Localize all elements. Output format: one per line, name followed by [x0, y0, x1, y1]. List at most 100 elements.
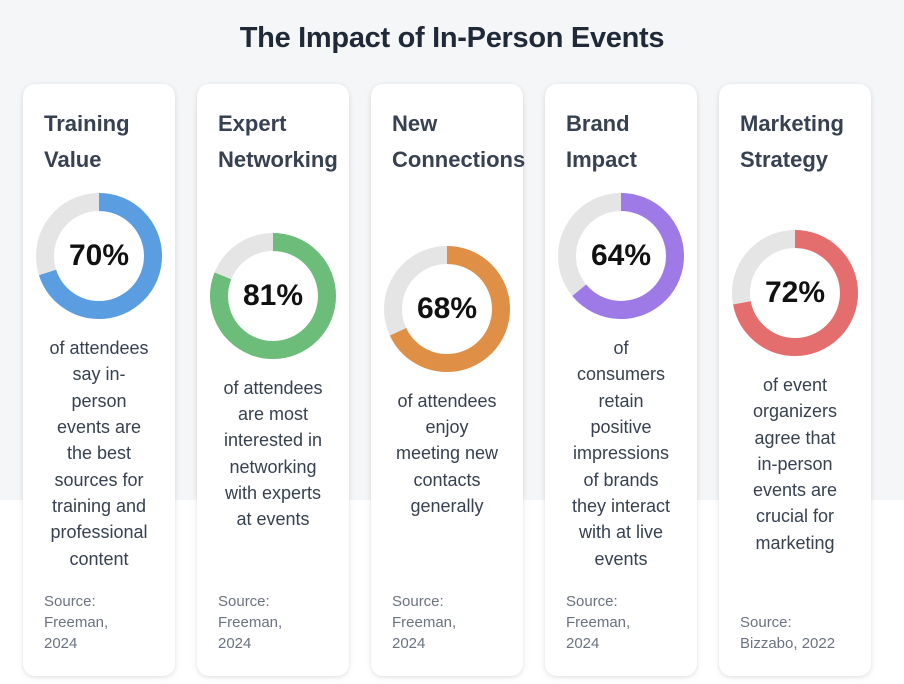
stat-description-line: interested in: [223, 430, 323, 451]
stat-description-line: of attendees: [223, 377, 323, 398]
card-title-line: Impact: [566, 147, 637, 172]
source-citation: Source: Bizzabo, 2022: [719, 612, 871, 676]
card-title-line: Networking: [218, 147, 338, 172]
source-line: 2024: [218, 635, 252, 652]
donut-chart: 70%: [34, 191, 164, 321]
donut-svg: [210, 232, 336, 359]
source-line: Source:: [44, 593, 96, 610]
stat-description-line: of attendees: [49, 338, 149, 359]
source-citation: Source: Freeman, 2024: [23, 591, 175, 676]
card-title-line: Strategy: [740, 147, 829, 172]
donut-value-label: 81%: [242, 278, 304, 312]
stat-description: of consumers retain positive impressions of b…: [572, 335, 670, 572]
stat-description-line: are most: [237, 403, 309, 424]
card-body: 72% of event organizers agree that in-person…: [719, 178, 871, 606]
donut-chart: 68%: [382, 244, 512, 374]
donut-svg: [558, 193, 684, 320]
stat-description: of attendees say in-person events are the b…: [49, 335, 148, 572]
stat-description-line: impressions: [572, 443, 670, 464]
source-line: Freeman,: [218, 614, 283, 631]
donut-value-arc: [384, 245, 510, 372]
stat-description-line: crucial for: [755, 506, 835, 527]
stat-description-line: in-person: [757, 453, 833, 474]
stat-description-line: with experts: [224, 482, 322, 503]
donut-value-label: 72%: [764, 275, 826, 309]
stat-description-line: retain: [598, 390, 644, 411]
stat-description-line: content: [69, 548, 129, 569]
source-line: Freeman,: [44, 614, 109, 631]
donut-svg: [384, 245, 510, 372]
stat-description: of attendees are most interested in network…: [223, 375, 322, 533]
card-title-line: Value: [44, 147, 102, 172]
donut-chart: 81%: [208, 231, 338, 361]
stat-description-line: generally: [410, 495, 484, 516]
page-title: The Impact of In-Person Events: [239, 22, 665, 54]
stat-description-line: positive: [590, 417, 652, 438]
source-line: Bizzabo, 2022: [740, 635, 836, 652]
stat-description-line: marketing: [755, 532, 835, 553]
stat-description-line: consumers: [576, 364, 666, 385]
source-line: Freeman,: [566, 614, 631, 631]
stat-card: Brand Impact 64% of consumers retain positive i…: [545, 84, 697, 676]
stat-description-line: events are: [56, 417, 142, 438]
stat-card: New Connections 68% of attendees enjoy meetin…: [371, 84, 526, 676]
donut-value-label: 64%: [590, 239, 652, 273]
source-line: Source:: [740, 614, 792, 631]
stat-description-line: agree that: [754, 427, 836, 448]
stat-description-line: sources for: [54, 469, 144, 490]
stat-description-line: of: [613, 338, 629, 359]
stat-card: Marketing Strategy 72% of event organizers ag…: [719, 84, 871, 676]
stat-cards: Training Value 70% of attendees say in-perso…: [23, 84, 875, 678]
stat-description: of event organizers agree that in-person eve…: [753, 372, 837, 556]
card-body: 81% of attendees are most interested in netw…: [197, 178, 349, 585]
card-title-line: Marketing: [740, 111, 844, 136]
stat-description-line: training and: [51, 495, 147, 516]
source-line: 2024: [392, 635, 426, 652]
donut-value-arc: [36, 193, 162, 320]
card-title: Expert Networking: [197, 106, 349, 178]
donut-svg: [36, 193, 162, 320]
stat-description-line: professional: [50, 522, 148, 543]
card-title-line: Training: [44, 111, 130, 136]
stat-description-line: events: [594, 548, 648, 569]
stat-description-line: person: [71, 390, 127, 411]
source-line: Source:: [218, 593, 270, 610]
card-title-line: New: [392, 111, 438, 136]
donut-value-label: 70%: [68, 239, 130, 273]
donut-value-label: 68%: [416, 291, 478, 325]
stat-description-line: the best: [66, 443, 132, 464]
stat-description-line: they interact: [571, 495, 671, 516]
stat-description-line: events are: [752, 480, 838, 501]
stat-description-line: of attendees: [397, 390, 497, 411]
stat-description-line: of brands: [583, 469, 659, 490]
donut-chart: 72%: [730, 228, 860, 358]
card-title: New Connections: [371, 106, 526, 178]
card-title: Marketing Strategy: [719, 106, 871, 178]
card-body: 70% of attendees say in-person events are th…: [23, 178, 175, 585]
donut-svg: [732, 229, 858, 356]
source-line: Source:: [392, 593, 444, 610]
card-title: Brand Impact: [545, 106, 697, 178]
stat-description: of attendees enjoy meeting new contacts gene…: [396, 388, 498, 519]
card-title: Training Value: [23, 106, 175, 178]
source-line: Freeman,: [392, 614, 457, 631]
stat-description-line: at events: [236, 509, 310, 530]
donut-value-arc: [558, 193, 684, 320]
card-title-line: Expert: [218, 111, 287, 136]
stat-description-line: say in-: [72, 364, 126, 385]
stat-description-line: of event: [762, 374, 828, 395]
stat-description-line: enjoy: [425, 417, 469, 438]
donut-value-arc: [732, 229, 858, 356]
stat-description-line: organizers: [752, 401, 838, 422]
stat-description-line: meeting new: [395, 443, 499, 464]
card-title-line: Brand: [566, 111, 630, 136]
source-citation: Source: Freeman, 2024: [197, 591, 349, 676]
stat-description-line: contacts: [413, 469, 481, 490]
card-body: 64% of consumers retain positive impressions o…: [545, 178, 697, 585]
source-line: 2024: [566, 635, 600, 652]
card-body: 68% of attendees enjoy meeting new contacts g…: [371, 178, 523, 585]
card-title-line: Connections: [392, 147, 526, 172]
source-line: Source:: [566, 593, 618, 610]
source-line: 2024: [44, 635, 78, 652]
stat-card: Training Value 70% of attendees say in-perso…: [23, 84, 175, 676]
